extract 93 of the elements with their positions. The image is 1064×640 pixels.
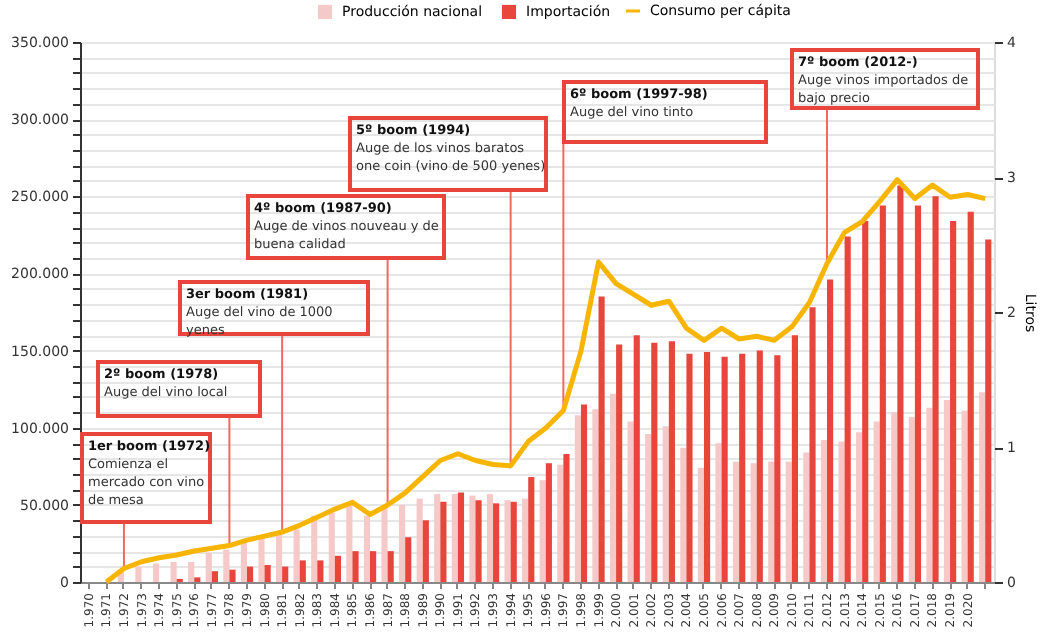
bar xyxy=(299,560,306,582)
bar xyxy=(469,495,476,582)
bar xyxy=(557,464,564,582)
bar xyxy=(580,404,588,582)
bar xyxy=(352,551,359,582)
bar xyxy=(873,421,880,582)
bar xyxy=(926,407,933,582)
bar xyxy=(188,561,195,582)
bar xyxy=(440,501,447,582)
bar xyxy=(246,566,254,582)
bar xyxy=(416,498,423,582)
bar xyxy=(879,205,886,582)
bar xyxy=(328,512,335,582)
bar xyxy=(680,447,687,582)
bar xyxy=(686,353,693,582)
bar xyxy=(721,356,728,582)
bar xyxy=(616,344,623,582)
bar xyxy=(381,506,388,582)
bar xyxy=(399,504,406,582)
bar xyxy=(732,461,740,582)
bar xyxy=(891,412,898,582)
bar xyxy=(275,534,283,582)
bar xyxy=(510,501,517,582)
bar xyxy=(539,480,546,582)
bar xyxy=(422,520,429,582)
bar xyxy=(967,211,974,582)
bar xyxy=(563,453,570,582)
bar xyxy=(170,561,177,582)
bar xyxy=(457,492,465,582)
bar xyxy=(820,440,828,582)
bar xyxy=(961,410,968,582)
bar xyxy=(135,566,142,582)
bar xyxy=(451,494,458,582)
bar xyxy=(697,467,704,582)
bar xyxy=(703,352,711,582)
bar xyxy=(405,537,412,582)
bar xyxy=(522,498,529,582)
bar xyxy=(715,443,722,582)
bar xyxy=(317,560,324,582)
bar xyxy=(791,335,799,582)
bar xyxy=(592,409,599,582)
bar xyxy=(205,552,212,582)
bar xyxy=(774,355,781,582)
bar xyxy=(627,421,634,582)
bar xyxy=(979,392,986,582)
bar xyxy=(756,350,763,582)
bar xyxy=(229,569,236,582)
bar xyxy=(264,565,271,582)
bar xyxy=(486,494,494,582)
bar xyxy=(434,494,441,582)
bar xyxy=(803,452,810,582)
bar xyxy=(914,205,922,582)
bar xyxy=(985,239,992,582)
bar xyxy=(293,529,300,582)
bar xyxy=(545,463,552,582)
bar xyxy=(258,537,265,582)
bar xyxy=(363,515,371,582)
bar xyxy=(768,461,775,582)
bar xyxy=(809,307,816,582)
bar xyxy=(282,566,289,582)
bar xyxy=(838,441,845,582)
bar xyxy=(152,563,160,582)
bar xyxy=(528,477,535,582)
bar xyxy=(334,555,342,582)
bar xyxy=(504,500,511,582)
bar xyxy=(598,296,605,582)
bar xyxy=(633,335,640,582)
bar xyxy=(493,503,500,582)
bar xyxy=(785,461,792,582)
bar xyxy=(908,416,915,582)
bar xyxy=(651,342,658,582)
bar xyxy=(574,415,581,582)
bar xyxy=(844,236,851,582)
bar xyxy=(950,220,957,582)
bar xyxy=(862,220,869,582)
bar xyxy=(211,571,218,582)
bar xyxy=(932,196,939,582)
bar xyxy=(897,185,904,582)
bar xyxy=(827,279,834,582)
bar xyxy=(662,426,669,582)
bar xyxy=(387,551,394,582)
bar xyxy=(943,399,951,582)
bar xyxy=(739,353,746,582)
bar xyxy=(240,540,247,582)
bar xyxy=(856,432,863,582)
bar xyxy=(750,463,757,582)
bar xyxy=(668,341,675,582)
bar xyxy=(223,549,230,582)
bar xyxy=(609,393,617,582)
bar xyxy=(475,500,482,582)
bar xyxy=(645,433,652,582)
bar xyxy=(370,551,377,582)
bar xyxy=(346,503,353,582)
